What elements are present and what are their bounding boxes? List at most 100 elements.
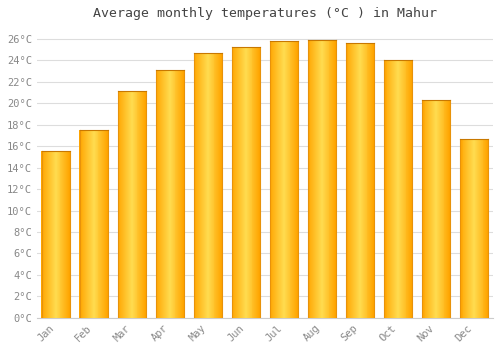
Bar: [277, 41, 278, 318]
Bar: [86, 130, 88, 318]
Bar: [46, 152, 48, 318]
Bar: [364, 43, 366, 318]
Bar: [397, 60, 398, 318]
Bar: [437, 100, 438, 318]
Bar: [354, 43, 356, 318]
Bar: [178, 70, 180, 318]
Bar: [136, 91, 138, 318]
Bar: [103, 130, 104, 318]
Bar: [124, 91, 126, 318]
Bar: [118, 91, 120, 318]
Bar: [102, 130, 104, 318]
Bar: [244, 47, 245, 318]
Bar: [411, 60, 412, 318]
Bar: [138, 91, 140, 318]
Bar: [58, 152, 59, 318]
Bar: [350, 43, 352, 318]
Bar: [205, 53, 206, 318]
Bar: [470, 139, 472, 318]
Bar: [278, 41, 280, 318]
Bar: [84, 130, 86, 318]
Bar: [134, 91, 135, 318]
Bar: [393, 60, 394, 318]
Bar: [318, 40, 319, 318]
Bar: [172, 70, 174, 318]
Bar: [145, 91, 146, 318]
Bar: [89, 130, 90, 318]
Bar: [446, 100, 448, 318]
Bar: [206, 53, 207, 318]
Bar: [52, 152, 53, 318]
Bar: [395, 60, 396, 318]
Bar: [234, 47, 236, 318]
Bar: [315, 40, 316, 318]
Bar: [473, 139, 474, 318]
Bar: [134, 91, 136, 318]
Bar: [212, 53, 214, 318]
Bar: [236, 47, 238, 318]
Bar: [362, 43, 364, 318]
Bar: [172, 70, 173, 318]
Bar: [69, 152, 70, 318]
Bar: [314, 40, 316, 318]
Bar: [80, 130, 82, 318]
Bar: [324, 40, 326, 318]
Bar: [48, 152, 50, 318]
Bar: [460, 139, 461, 318]
Bar: [254, 47, 256, 318]
Bar: [250, 47, 251, 318]
Bar: [66, 152, 68, 318]
Bar: [398, 60, 399, 318]
Bar: [436, 100, 437, 318]
Bar: [196, 53, 198, 318]
Bar: [243, 47, 244, 318]
Bar: [239, 47, 240, 318]
Bar: [82, 130, 84, 318]
Bar: [434, 100, 435, 318]
Bar: [364, 43, 365, 318]
Bar: [432, 100, 434, 318]
Bar: [390, 60, 392, 318]
Bar: [270, 41, 272, 318]
Bar: [170, 70, 172, 318]
Bar: [142, 91, 144, 318]
Bar: [286, 41, 287, 318]
Bar: [399, 60, 400, 318]
Bar: [241, 47, 242, 318]
Bar: [406, 60, 408, 318]
Bar: [442, 100, 443, 318]
Bar: [482, 139, 484, 318]
Bar: [168, 70, 169, 318]
Bar: [122, 91, 124, 318]
Bar: [92, 130, 93, 318]
Bar: [334, 40, 336, 318]
Bar: [238, 47, 240, 318]
Bar: [256, 47, 258, 318]
Bar: [202, 53, 203, 318]
Bar: [94, 130, 95, 318]
Bar: [430, 100, 432, 318]
Bar: [359, 43, 360, 318]
Bar: [221, 53, 222, 318]
Bar: [160, 70, 162, 318]
Bar: [87, 130, 88, 318]
Bar: [90, 130, 91, 318]
Bar: [210, 53, 212, 318]
Bar: [54, 152, 55, 318]
Bar: [281, 41, 282, 318]
Bar: [478, 139, 480, 318]
Bar: [358, 43, 359, 318]
Bar: [317, 40, 318, 318]
Bar: [176, 70, 178, 318]
Bar: [296, 41, 298, 318]
Bar: [402, 60, 403, 318]
Bar: [216, 53, 218, 318]
Bar: [410, 60, 412, 318]
Bar: [247, 47, 248, 318]
Bar: [183, 70, 184, 318]
Bar: [401, 60, 402, 318]
Bar: [200, 53, 202, 318]
Bar: [324, 40, 325, 318]
Bar: [477, 139, 478, 318]
Bar: [67, 152, 68, 318]
